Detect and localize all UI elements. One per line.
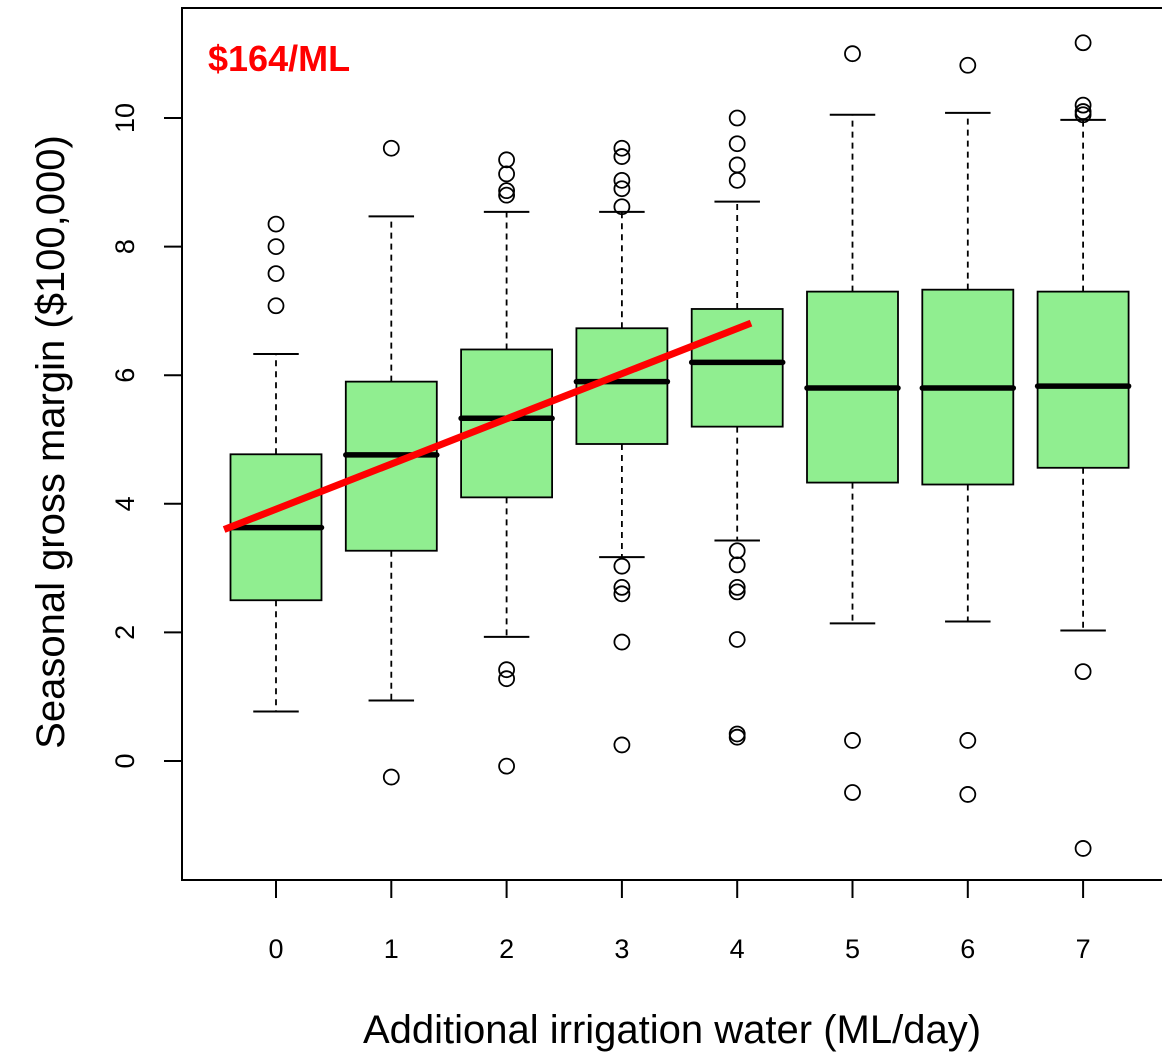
x-tick-label: 7 xyxy=(1076,934,1091,964)
outlier-point xyxy=(959,732,977,749)
outlier-point xyxy=(613,585,631,603)
outlier-point xyxy=(498,182,516,200)
outlier-point xyxy=(728,578,746,596)
outlier-point xyxy=(498,151,516,169)
outlier-point xyxy=(267,265,285,283)
y-tick-label: 10 xyxy=(110,103,140,133)
outlier-point xyxy=(728,109,746,127)
outlier-point xyxy=(959,56,977,74)
x-axis-title: Additional irrigation water (ML/day) xyxy=(363,1008,981,1052)
outlier-point xyxy=(728,556,746,574)
outlier-point xyxy=(613,171,631,189)
x-tick-label: 0 xyxy=(268,934,283,964)
outlier-point xyxy=(267,215,285,233)
outlier-point xyxy=(613,148,631,165)
chart-annotation: $164/ML xyxy=(208,38,350,79)
box-group-6 xyxy=(919,56,1017,803)
outlier-point xyxy=(959,786,977,803)
box xyxy=(460,348,554,499)
outlier-point xyxy=(498,165,516,183)
box-group-2 xyxy=(458,151,555,775)
outlier-point xyxy=(613,180,631,198)
outlier-point xyxy=(613,557,631,575)
x-tick-label: 6 xyxy=(960,934,975,964)
y-tick-label: 4 xyxy=(110,496,140,511)
trend-line xyxy=(222,319,753,533)
x-tick-label: 2 xyxy=(499,934,514,964)
x-tick-label: 3 xyxy=(614,934,629,964)
outlier-point xyxy=(728,725,746,743)
outlier-point xyxy=(1074,34,1092,52)
box-group-4 xyxy=(688,109,786,746)
outlier-point xyxy=(1074,840,1092,857)
outlier-point xyxy=(498,661,516,679)
outlier-point xyxy=(613,633,631,651)
y-tick-label: 8 xyxy=(110,239,140,254)
plot-frame xyxy=(181,7,1162,881)
outlier-point xyxy=(844,732,861,749)
trend-layer xyxy=(222,319,753,533)
y-tick-label: 2 xyxy=(110,625,140,640)
box-group-3 xyxy=(573,139,671,754)
outlier-point xyxy=(728,583,746,601)
outlier-point xyxy=(728,171,746,189)
outlier-point xyxy=(267,297,285,315)
axes-layer: 0 1 2 3 4 5 6 7 0 2 4 6 8 10 xyxy=(110,7,1162,964)
x-tick-label: 1 xyxy=(384,934,399,964)
y-tick-label: 0 xyxy=(110,753,140,768)
x-tick-label: 4 xyxy=(730,934,745,964)
outlier-point xyxy=(844,784,861,801)
outlier-point xyxy=(498,186,516,204)
box xyxy=(1036,290,1130,469)
outlier-point xyxy=(613,578,631,596)
outlier-point xyxy=(728,542,746,560)
box-group-0 xyxy=(227,215,325,713)
outlier-point xyxy=(613,198,631,216)
outlier-point xyxy=(382,139,400,157)
outlier-point xyxy=(844,45,861,63)
outlier-point xyxy=(613,736,631,754)
outlier-point xyxy=(728,156,746,174)
outlier-point xyxy=(498,670,516,688)
outlier-point xyxy=(267,238,285,256)
outlier-point xyxy=(1074,103,1092,120)
box-group-5 xyxy=(804,45,901,801)
outlier-point xyxy=(1074,663,1092,681)
outlier-point xyxy=(382,768,400,786)
outlier-point xyxy=(1074,96,1092,114)
y-tick-label: 6 xyxy=(110,368,140,383)
outlier-point xyxy=(728,135,746,153)
boxes-layer xyxy=(227,34,1132,857)
outlier-point xyxy=(613,139,631,157)
y-axis-title: Seasonal gross margin ($100,000) xyxy=(29,135,73,749)
box-group-7 xyxy=(1034,34,1132,857)
outlier-point xyxy=(498,757,516,775)
outlier-point xyxy=(728,631,746,648)
outlier-point xyxy=(728,728,746,746)
x-tick-label: 5 xyxy=(845,934,860,964)
